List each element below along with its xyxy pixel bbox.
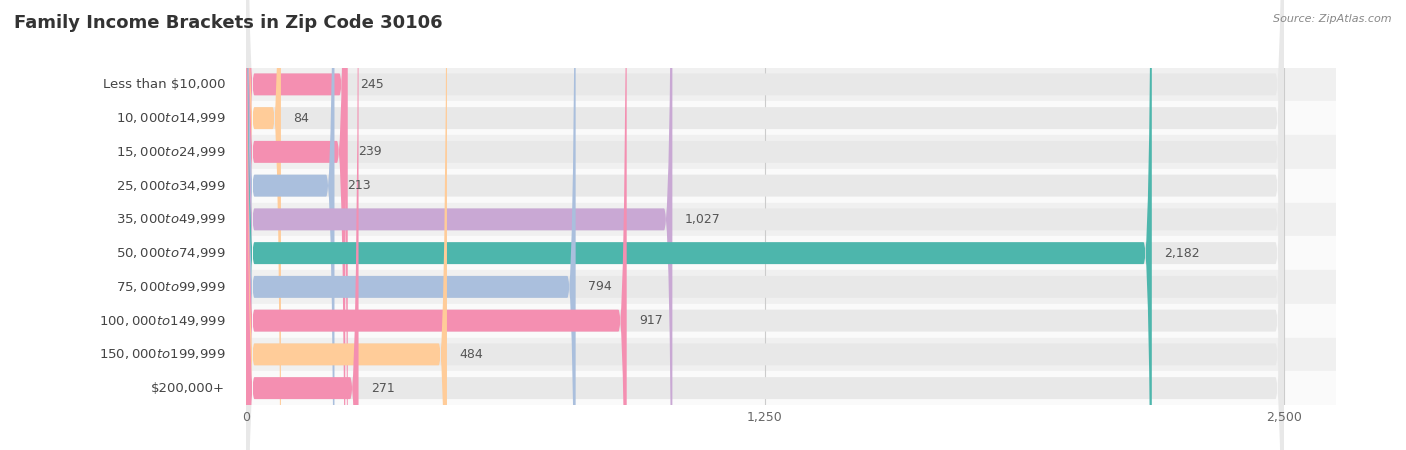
Text: 271: 271 [371,382,395,395]
FancyBboxPatch shape [246,0,1284,450]
Text: 1,027: 1,027 [685,213,720,226]
Text: Source: ZipAtlas.com: Source: ZipAtlas.com [1274,14,1392,23]
Text: $100,000 to $149,999: $100,000 to $149,999 [98,314,225,328]
FancyBboxPatch shape [246,0,1284,450]
Text: $75,000 to $99,999: $75,000 to $99,999 [115,280,225,294]
Bar [0,236,1391,270]
Bar [0,338,1391,371]
FancyBboxPatch shape [246,0,575,450]
Text: Family Income Brackets in Zip Code 30106: Family Income Brackets in Zip Code 30106 [14,14,443,32]
FancyBboxPatch shape [246,0,1284,450]
FancyBboxPatch shape [246,0,1284,450]
Text: 794: 794 [588,280,612,293]
FancyBboxPatch shape [246,0,1284,450]
FancyBboxPatch shape [246,0,1284,450]
FancyBboxPatch shape [246,0,1284,450]
Text: 917: 917 [640,314,662,327]
Text: Less than $10,000: Less than $10,000 [103,78,225,91]
Text: $200,000+: $200,000+ [152,382,225,395]
Bar [0,169,1391,202]
FancyBboxPatch shape [246,0,672,450]
Text: $50,000 to $74,999: $50,000 to $74,999 [115,246,225,260]
FancyBboxPatch shape [246,0,335,450]
Bar [0,202,1391,236]
Bar [0,135,1391,169]
FancyBboxPatch shape [246,0,346,450]
FancyBboxPatch shape [246,0,281,450]
FancyBboxPatch shape [246,0,1284,450]
FancyBboxPatch shape [246,0,447,450]
Text: 245: 245 [360,78,384,91]
Text: $10,000 to $14,999: $10,000 to $14,999 [115,111,225,125]
FancyBboxPatch shape [246,0,627,450]
Bar [0,304,1391,338]
Bar [0,270,1391,304]
FancyBboxPatch shape [246,0,359,450]
FancyBboxPatch shape [246,0,1152,450]
Text: 213: 213 [347,179,371,192]
Text: 239: 239 [357,145,381,158]
FancyBboxPatch shape [246,0,347,450]
Text: 84: 84 [294,112,309,125]
Text: 484: 484 [460,348,484,361]
Text: $15,000 to $24,999: $15,000 to $24,999 [115,145,225,159]
Bar [0,371,1391,405]
Text: $25,000 to $34,999: $25,000 to $34,999 [115,179,225,193]
Text: $150,000 to $199,999: $150,000 to $199,999 [98,347,225,361]
Text: 2,182: 2,182 [1164,247,1199,260]
Bar [0,101,1391,135]
FancyBboxPatch shape [246,0,1284,450]
Bar [0,68,1391,101]
FancyBboxPatch shape [246,0,1284,450]
Text: $35,000 to $49,999: $35,000 to $49,999 [115,212,225,226]
